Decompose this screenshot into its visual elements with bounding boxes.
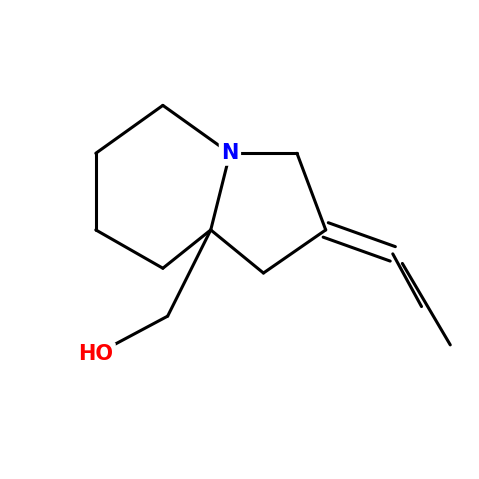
- Text: N: N: [221, 143, 239, 163]
- Text: HO: HO: [78, 344, 114, 365]
